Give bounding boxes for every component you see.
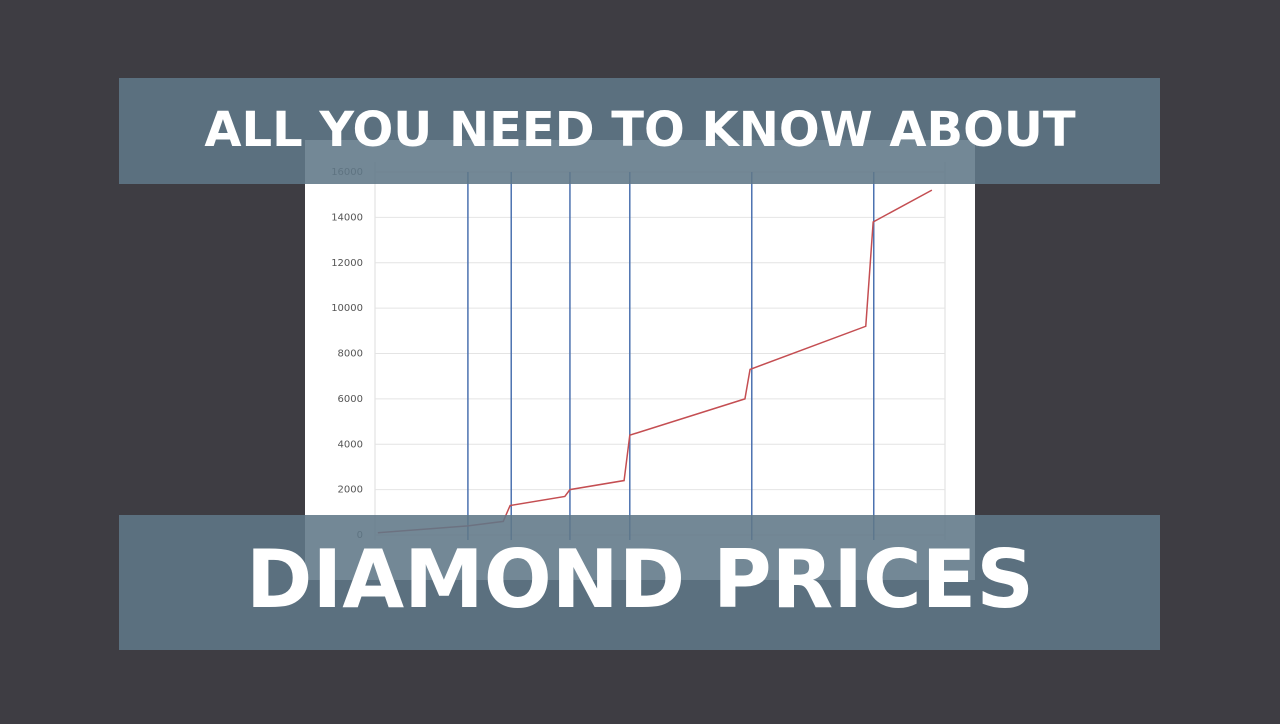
banner-top-text: ALL YOU NEED TO KNOW ABOUT xyxy=(204,102,1075,158)
y-tick-label: 2000 xyxy=(338,485,363,496)
y-tick-label: 10000 xyxy=(331,303,363,314)
y-tick-label: 12000 xyxy=(331,258,363,269)
banner-bottom-text: DIAMOND PRICES xyxy=(246,533,1034,626)
chart-image xyxy=(305,140,975,580)
bottom-banner xyxy=(119,515,1160,650)
y-tick-label: 4000 xyxy=(338,439,363,450)
top-banner xyxy=(119,78,1160,184)
y-tick-label: 6000 xyxy=(338,394,363,405)
y-tick-label: 8000 xyxy=(338,349,363,360)
y-tick-label: 14000 xyxy=(331,212,363,223)
